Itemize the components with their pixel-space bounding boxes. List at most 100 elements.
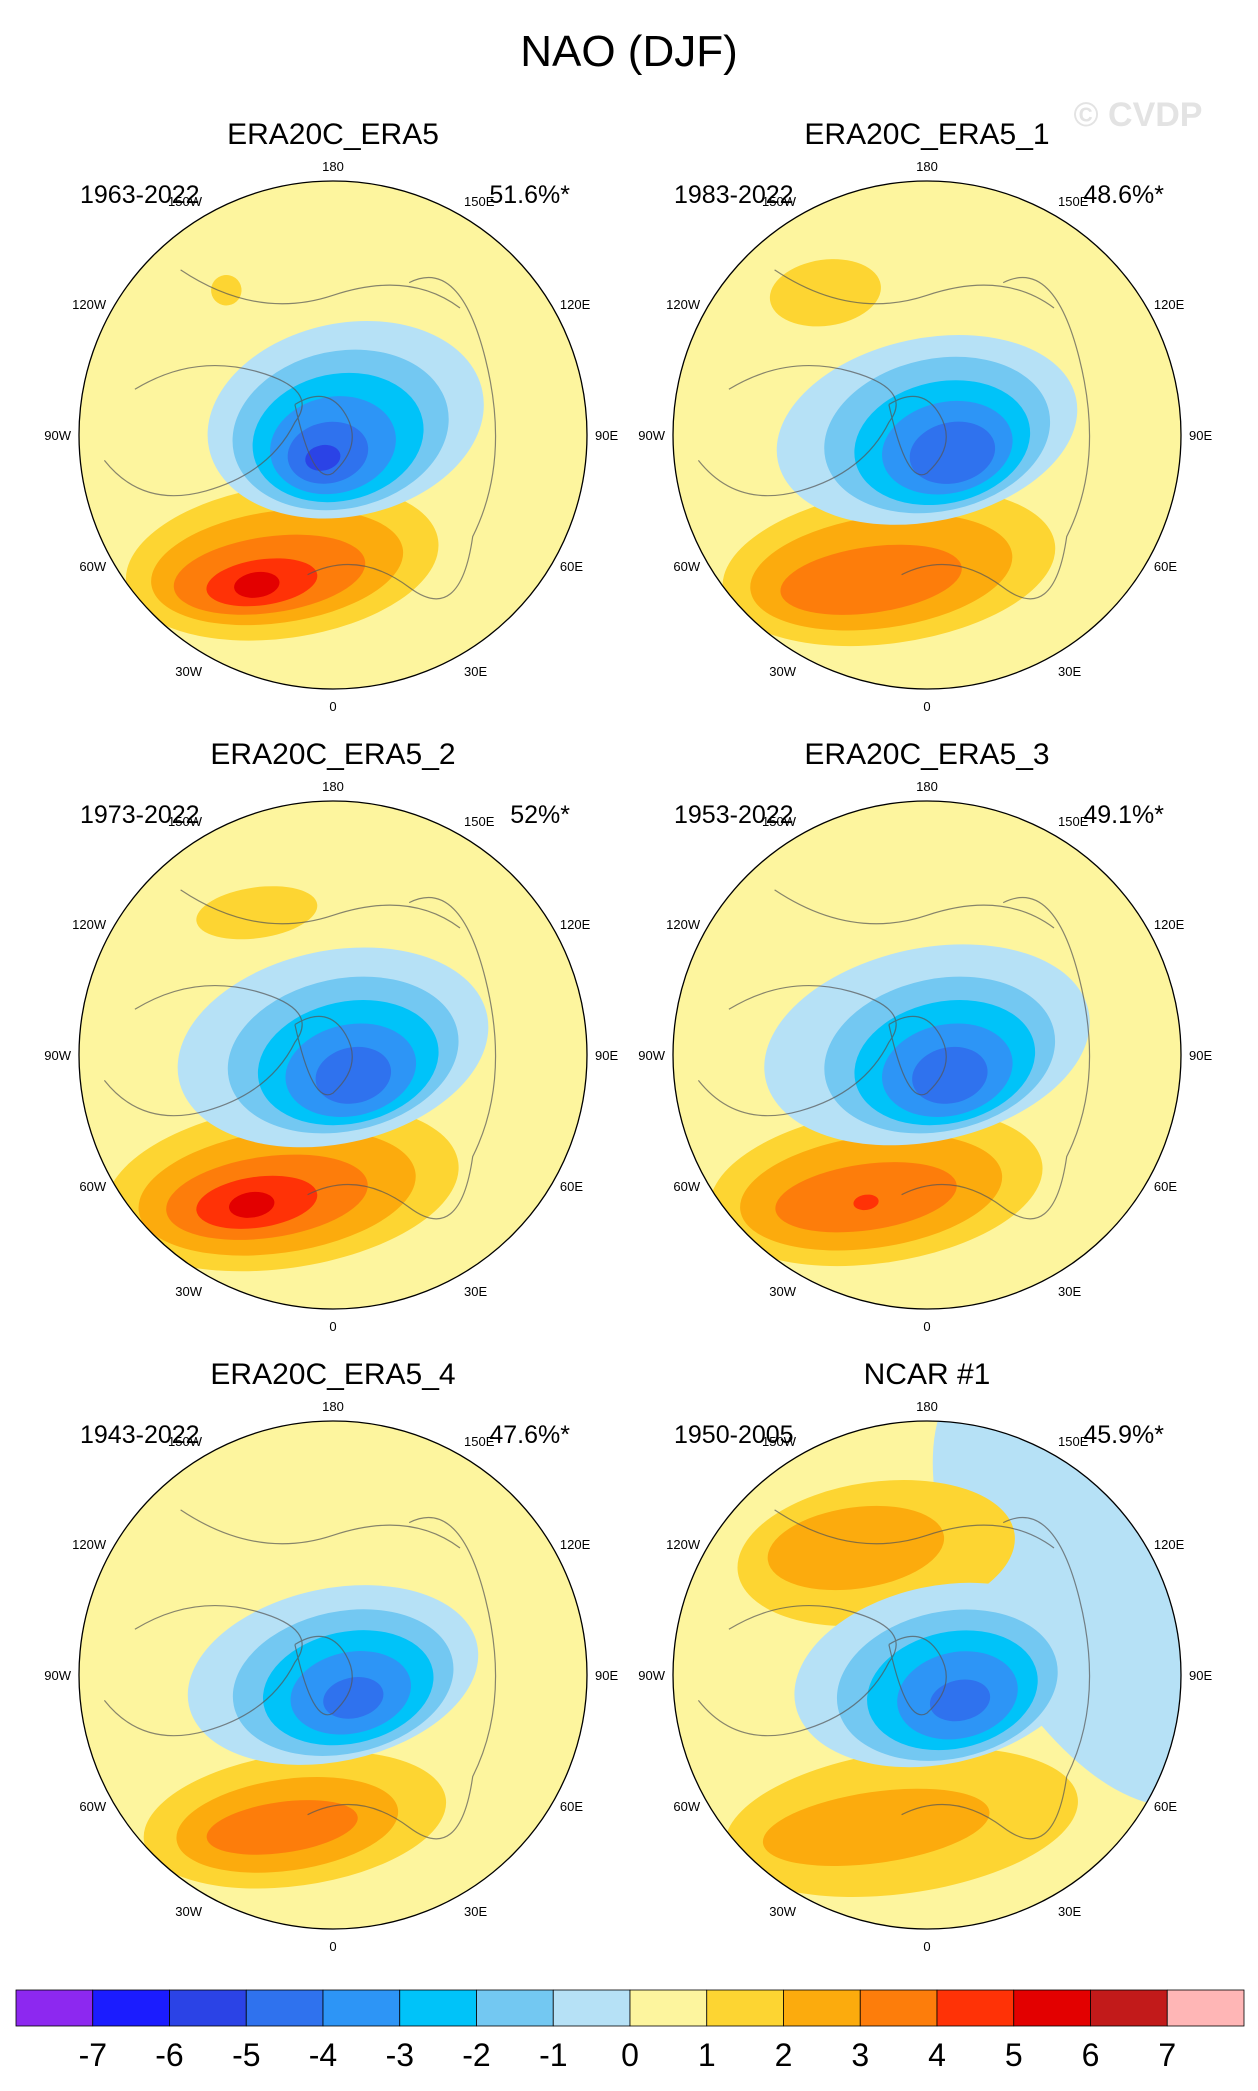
contour-minus-5 xyxy=(929,1679,991,1722)
lon-label: 60E xyxy=(1154,1799,1177,1814)
field xyxy=(79,181,587,689)
panel-title: ERA20C_ERA5_1 xyxy=(804,118,1049,151)
coast-pacific xyxy=(180,889,461,929)
lon-label: 30E xyxy=(464,1284,487,1299)
coast-eurasia xyxy=(901,897,1091,1220)
coast-greenland xyxy=(294,1015,353,1096)
map-boundary xyxy=(78,800,588,1310)
figure-title: NAO (DJF) xyxy=(520,27,738,76)
lon-label: 150W xyxy=(168,1434,203,1449)
coast-eurasia xyxy=(307,277,497,600)
colorbar-label: -5 xyxy=(232,2037,260,2073)
lon-label: 60W xyxy=(79,1799,106,1814)
panel-period: 1983-2022 xyxy=(674,181,794,209)
panel-4: ERA20C_ERA5_3 1953-2022 49.1%* 180 150E 120E 9… xyxy=(638,738,1212,1334)
coastlines xyxy=(103,1509,497,1840)
colorbar-label: 4 xyxy=(928,2037,946,2073)
lon-label: 30E xyxy=(1058,1284,1081,1299)
panel-2: ERA20C_ERA5_1 1983-2022 48.6%* 180 150E 120E 9… xyxy=(638,118,1212,714)
lon-label: 0 xyxy=(329,1319,336,1334)
coast-greenland xyxy=(294,395,353,476)
panel-percent: 48.6%* xyxy=(1083,181,1164,209)
panel-title: ERA20C_ERA5_3 xyxy=(804,738,1049,771)
map-boundary xyxy=(672,1420,1182,1930)
panel-title: ERA20C_ERA5_4 xyxy=(210,1358,455,1391)
coastlines xyxy=(697,1509,1091,1840)
contour-plus-4 xyxy=(853,1194,879,1211)
panel-period: 1953-2022 xyxy=(674,801,794,829)
colorbar-swatch xyxy=(1090,1989,1168,2027)
coast-americas xyxy=(697,1604,897,1737)
coast-pacific xyxy=(180,1509,461,1549)
coastlines xyxy=(103,889,497,1220)
panel-period: 1943-2022 xyxy=(80,1421,200,1449)
panel-percent: 47.6%* xyxy=(489,1421,570,1449)
coast-pacific xyxy=(774,889,1055,929)
colorbar-label: 5 xyxy=(1005,2037,1023,2073)
lon-label: 150E xyxy=(1058,814,1089,829)
panel-title: ERA20C_ERA5 xyxy=(227,118,439,151)
lon-label: 60W xyxy=(673,1799,700,1814)
colorbar-label: -3 xyxy=(386,2037,414,2073)
lon-label: 120E xyxy=(560,917,591,932)
panel-3: ERA20C_ERA5_2 1973-2022 52%* 180 150E 120E 90E… xyxy=(44,738,618,1334)
colorbar-swatch xyxy=(322,1989,401,2027)
lon-label: 90E xyxy=(1189,1048,1212,1063)
lon-label: 90W xyxy=(44,1048,71,1063)
colorbar-swatch xyxy=(399,1989,477,2027)
lon-label: 150W xyxy=(168,814,203,829)
lon-label: 90W xyxy=(638,1048,665,1063)
lon-label: 180 xyxy=(322,1399,344,1414)
coast-greenland xyxy=(888,1635,947,1716)
lon-label: 60E xyxy=(560,1799,583,1814)
lon-label: 30W xyxy=(175,664,202,679)
lon-label: 120E xyxy=(560,1537,591,1552)
lon-label: 90E xyxy=(595,1048,618,1063)
lon-label: 180 xyxy=(916,159,938,174)
coast-americas xyxy=(103,364,303,497)
contour-plus-2 xyxy=(762,1788,990,1867)
coast-eurasia xyxy=(901,1517,1091,1840)
map-boundary xyxy=(78,1420,588,1930)
lon-label: 120E xyxy=(1154,917,1185,932)
lon-label: 180 xyxy=(322,159,344,174)
panel-period: 1973-2022 xyxy=(80,801,200,829)
coast-greenland xyxy=(888,395,947,476)
lon-label: 90W xyxy=(44,428,71,443)
coastlines xyxy=(103,269,497,600)
coast-americas xyxy=(697,364,897,497)
coast-eurasia xyxy=(307,1517,497,1840)
contour-minus-5 xyxy=(315,1046,392,1104)
colorbar-swatch xyxy=(859,1989,938,2027)
contour-plus-3 xyxy=(206,1800,358,1855)
coast-greenland xyxy=(294,1635,353,1716)
panel-percent: 51.6%* xyxy=(489,181,570,209)
colorbar-label: -7 xyxy=(79,2037,107,2073)
lon-label: 0 xyxy=(923,1319,930,1334)
lon-label: 180 xyxy=(916,1399,938,1414)
lon-label: 180 xyxy=(322,779,344,794)
colorbar-swatch xyxy=(783,1989,861,2027)
colorbar-swatch xyxy=(245,1989,324,2027)
lon-label: 30W xyxy=(175,1904,202,1919)
lon-label: 30E xyxy=(1058,664,1081,679)
lon-label: 90W xyxy=(44,1668,71,1683)
watermark: © CVDP xyxy=(1074,96,1203,134)
colorbar-label: -1 xyxy=(539,2037,567,2073)
panel-percent: 49.1%* xyxy=(1083,801,1164,829)
lon-label: 0 xyxy=(329,699,336,714)
lon-label: 120W xyxy=(72,297,107,312)
colorbar-label: 7 xyxy=(1158,2037,1176,2073)
coast-eurasia xyxy=(901,277,1091,600)
lon-label: 60E xyxy=(1154,559,1177,574)
panel-6: NCAR #1 1950-2005 45.9%* 180 150E 120E 90E 60E 3… xyxy=(638,1358,1212,1954)
coast-americas xyxy=(697,984,897,1117)
colorbar-swatch xyxy=(1166,1989,1245,2027)
colorbar-swatch xyxy=(15,1989,94,2027)
lon-label: 120E xyxy=(1154,1537,1185,1552)
lon-label: 90W xyxy=(638,1668,665,1683)
map-boundary xyxy=(672,800,1182,1310)
map-boundary xyxy=(672,180,1182,690)
lon-label: 60W xyxy=(79,1179,106,1194)
